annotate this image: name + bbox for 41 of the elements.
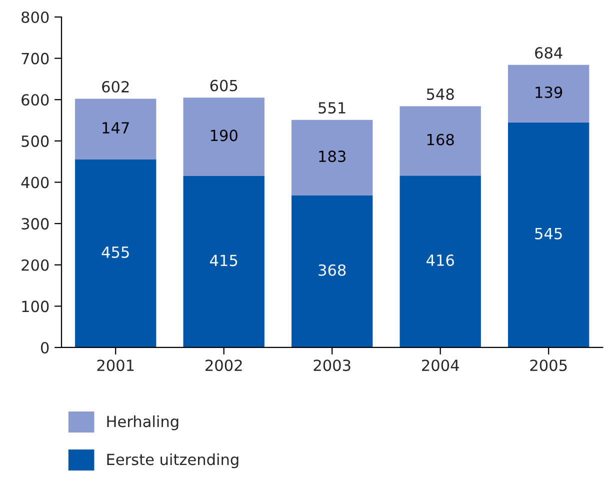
data-label: 368	[318, 264, 346, 276]
data-label: 183	[319, 150, 346, 162]
bar	[400, 106, 481, 176]
y-tick-label: 800	[22, 11, 49, 24]
annotation: 684	[535, 47, 562, 59]
data-label: 190	[210, 130, 238, 142]
bar	[75, 98, 156, 160]
y-tick-label: 200	[22, 259, 49, 271]
y-tick-label: 0	[40, 342, 49, 354]
bar	[400, 176, 481, 348]
bar	[183, 176, 264, 348]
y-tick-label: 600	[22, 94, 49, 106]
data-label: 168	[427, 134, 454, 146]
annotation: 602	[102, 80, 129, 93]
y-tick-label: 400	[21, 176, 49, 188]
y-tick-label: 500	[22, 135, 49, 147]
annotation: 551	[318, 102, 346, 114]
bar	[292, 120, 373, 196]
legend-label: Herhaling	[107, 415, 178, 430]
legend-label: Eerste uitzending	[107, 453, 238, 468]
bar	[183, 98, 264, 176]
y-tick-label: 700	[22, 52, 49, 64]
x-tick-label: 2002	[206, 360, 242, 372]
bar	[292, 195, 373, 348]
x-tick-label: 2005	[530, 360, 567, 372]
data-label: 415	[210, 254, 238, 266]
bar	[508, 122, 590, 348]
y-tick-label: 300	[22, 218, 49, 230]
y-tick-label: 100	[22, 300, 49, 312]
x-tick-label: 2003	[314, 360, 350, 372]
bar	[75, 160, 156, 348]
data-label: 416	[426, 254, 454, 266]
data-label: 545	[535, 228, 562, 240]
annotation: 605	[210, 80, 238, 92]
bar	[508, 64, 590, 122]
data-label: 147	[102, 122, 129, 134]
x-tick-label: 2004	[422, 360, 459, 372]
data-label: 455	[102, 246, 129, 258]
annotation: 548	[426, 88, 454, 100]
x-tick-label: 2001	[97, 360, 134, 372]
data-label: 139	[536, 86, 562, 98]
